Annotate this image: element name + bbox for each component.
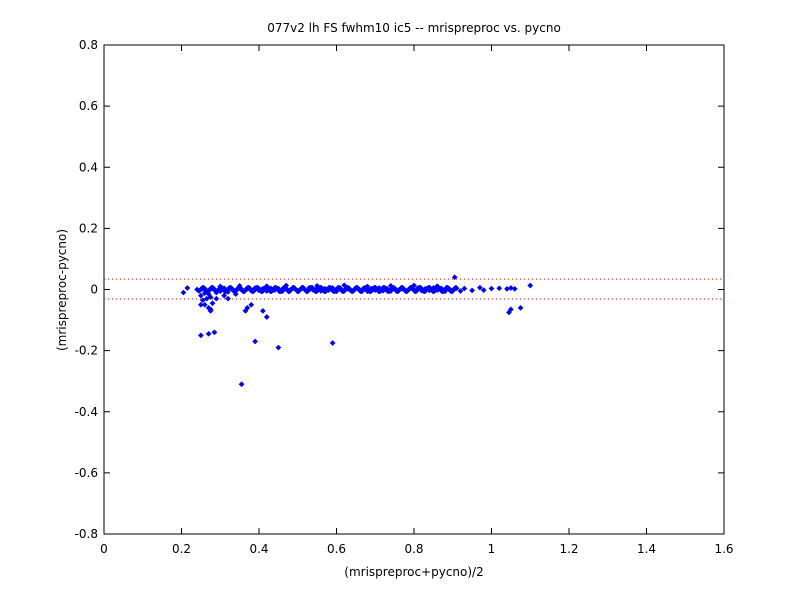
data-point [201,301,208,308]
x-tick-label: 0.2 [172,542,191,556]
y-tick-label: 0.6 [79,99,98,113]
data-point [469,287,476,294]
data-point [329,340,336,346]
data-point [244,304,251,311]
data-point [507,285,514,291]
data-point [517,304,524,311]
x-tick-label: 0.8 [404,542,423,556]
data-point [252,338,259,345]
data-point [511,285,518,292]
axis-tick-labels: 0 0.2 0.4 0.6 0.8 1 1.2 1.4 1.6 -0.8 -0.6 -0.4 -0.2 0… [75,38,734,556]
data-point [221,292,228,299]
data-point [263,314,270,320]
y-tick-label: 0.4 [79,160,98,174]
y-tick-label: -0.6 [75,466,98,480]
data-point [275,344,282,351]
data-point [480,287,487,294]
data-point [197,332,204,339]
x-tick-label: 1.6 [714,542,733,556]
y-tick-label: -0.8 [75,527,98,541]
data-point [451,274,458,281]
data-point [209,300,216,307]
data-point [213,295,220,302]
data-point [527,282,534,289]
y-tick-label: -0.2 [75,344,98,358]
data-point [207,294,214,301]
x-tick-label: 1 [488,542,496,556]
data-point [197,292,204,299]
data-point [180,289,187,296]
data-point [225,295,231,302]
data-point [211,329,218,336]
data-point [248,301,255,308]
x-axis-label: (mrispreproc+pycno)/2 [344,565,483,579]
y-tick-label: 0.8 [79,38,98,52]
data-point [457,288,464,294]
data-point [199,297,206,304]
x-tick-label: 0.6 [327,542,346,556]
x-tick-label: 1.2 [559,542,578,556]
x-tick-label: 0 [100,542,108,556]
y-tick-label: -0.4 [75,405,98,419]
y-tick-label: 0.2 [79,221,98,235]
chart-title: 077v2 lh FS fwhm10 ic5 -- mrispreproc vs… [267,21,561,35]
data-point [259,307,266,314]
axis-ticks [103,44,725,535]
data-point [496,285,503,292]
x-tick-label: 0.4 [249,542,268,556]
scatter-points [180,274,534,388]
reference-lines [104,278,724,300]
data-point-dense [453,284,459,291]
data-point [205,330,212,337]
data-point [197,301,204,308]
data-point [488,285,495,292]
data-point [476,284,483,291]
data-point [238,381,245,388]
y-axis-label: (mrispreproc-pycno) [55,229,69,351]
y-tick-label: 0 [90,283,98,297]
x-tick-label: 1.4 [637,542,656,556]
data-point [507,306,514,313]
data-point [461,285,468,292]
data-point [207,306,214,313]
data-point [184,285,191,291]
